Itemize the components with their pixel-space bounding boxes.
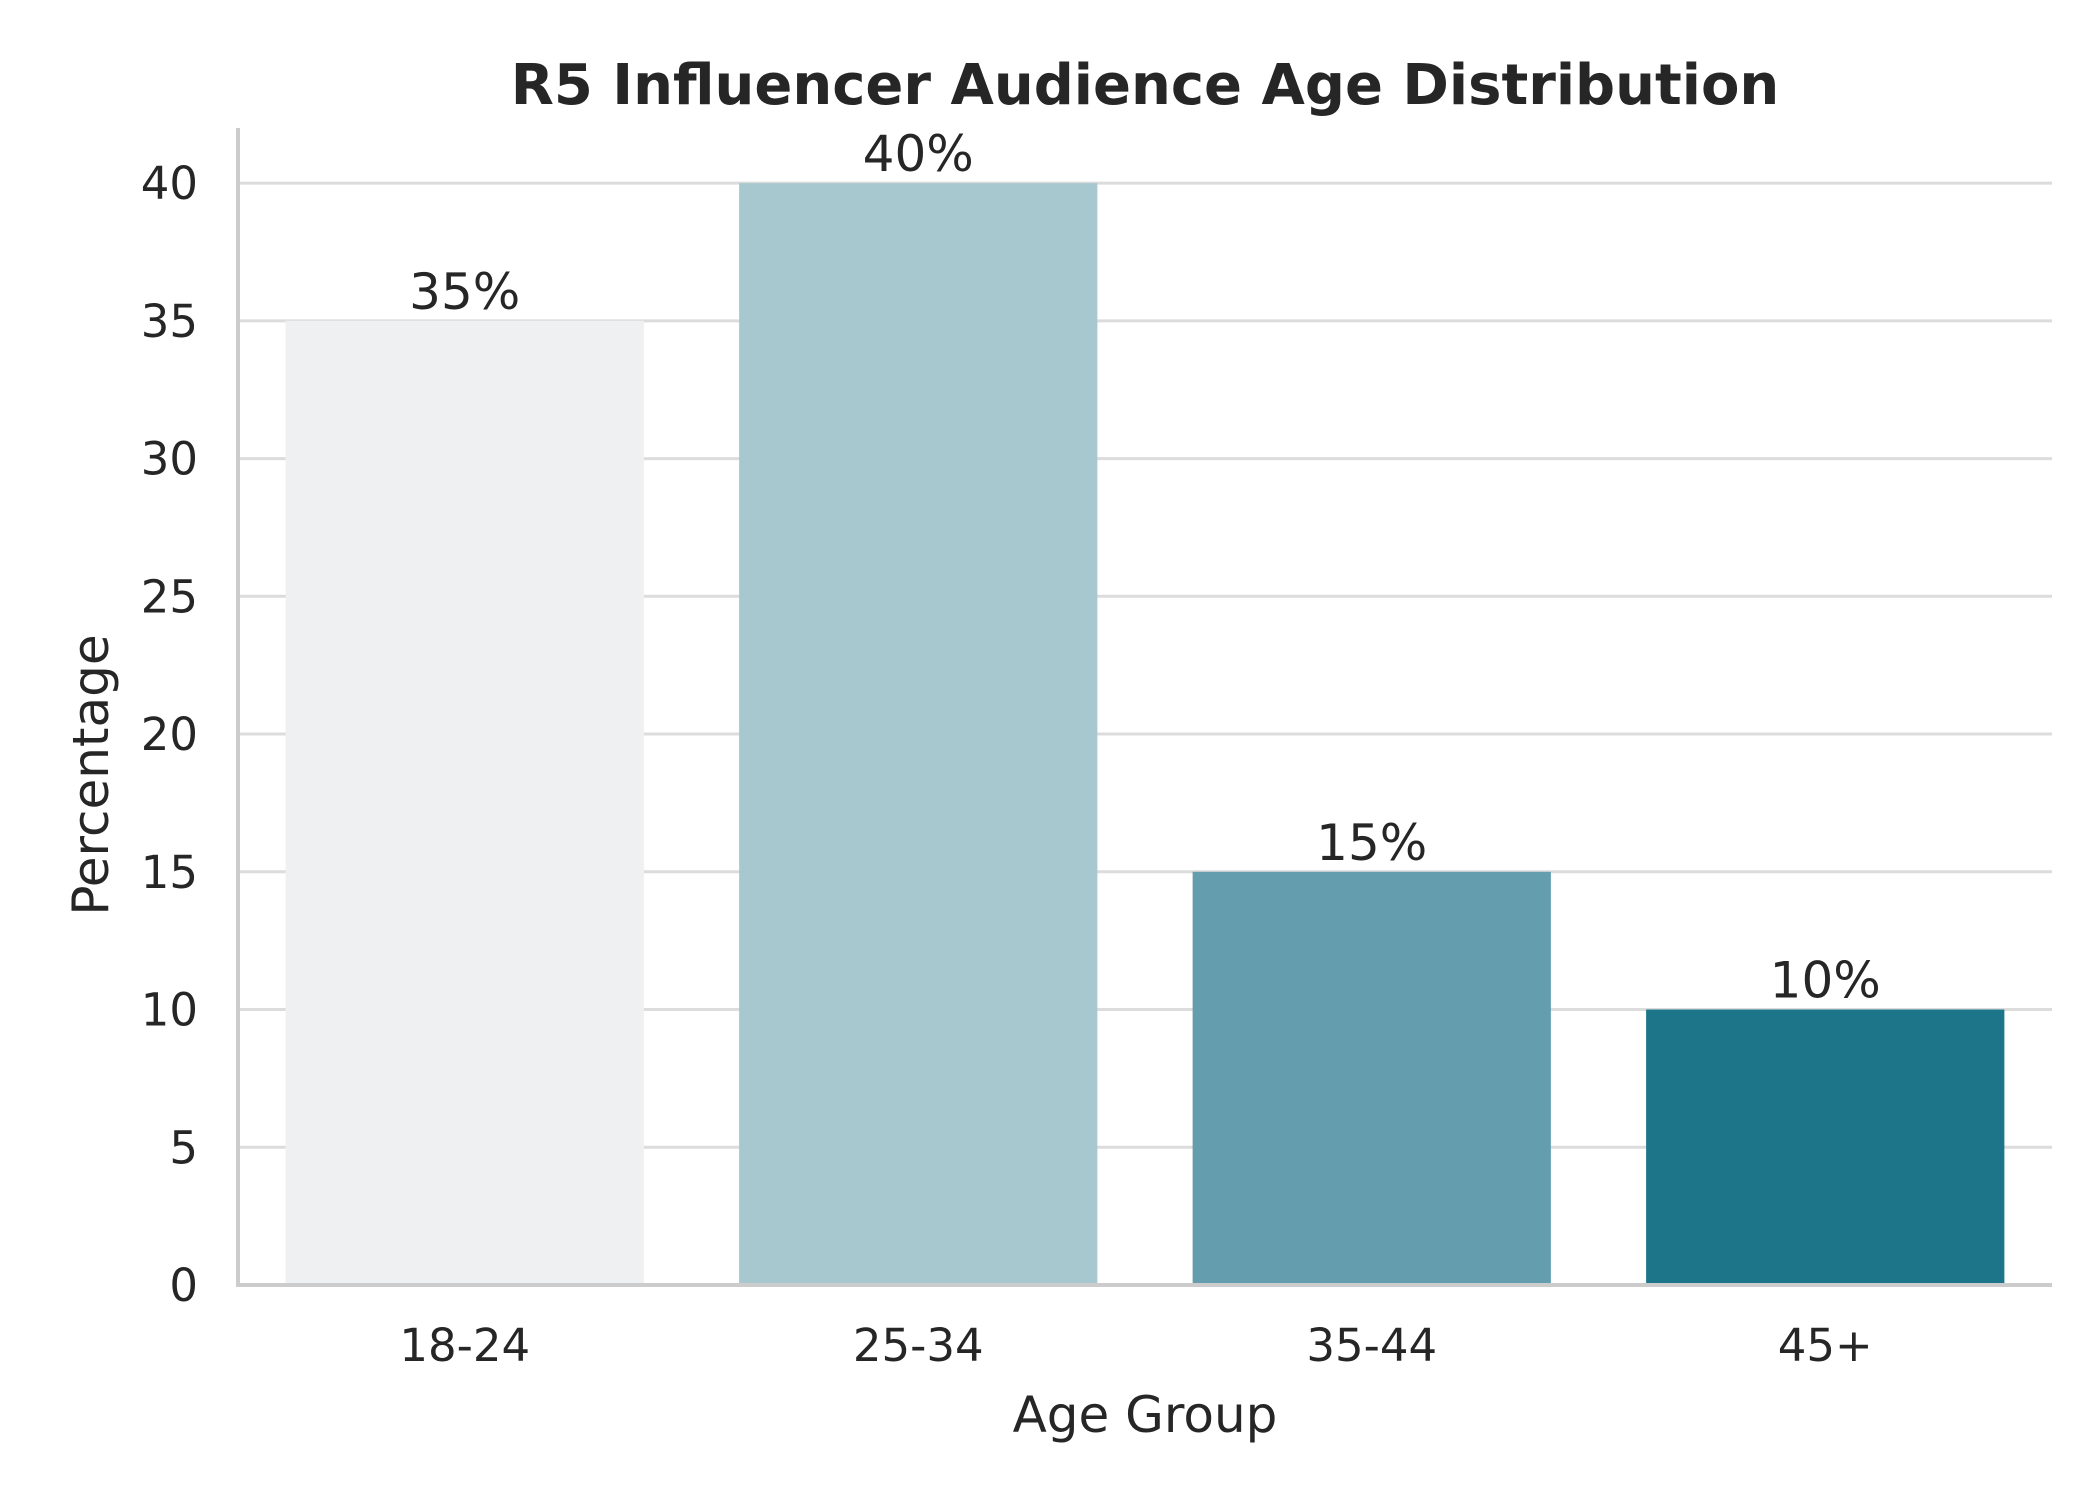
data-label: 35% <box>409 263 520 321</box>
data-label: 15% <box>1316 814 1427 872</box>
chart-title: R5 Influencer Audience Age Distribution <box>511 53 1780 118</box>
y-tick-label: 25 <box>141 570 198 623</box>
y-tick-label: 15 <box>141 846 198 899</box>
bar <box>1646 1009 2005 1285</box>
y-tick-label: 10 <box>141 984 198 1037</box>
y-tick-label: 40 <box>141 157 198 210</box>
x-tick-label: 35-44 <box>1306 1319 1437 1372</box>
y-tick-label: 30 <box>141 433 198 486</box>
y-tick-label: 35 <box>141 295 198 348</box>
tick-labels: 0 5 10 15 20 25 30 35 40 18-24 25-34 35-44 45+ <box>141 157 1873 1372</box>
y-tick-label: 5 <box>169 1121 198 1174</box>
x-tick-label: 45+ <box>1778 1319 1873 1372</box>
x-tick-label: 25-34 <box>853 1319 984 1372</box>
bar <box>285 320 644 1285</box>
y-tick-label: 0 <box>169 1259 198 1312</box>
data-labels: 35% 40% 15% 10% <box>409 125 1881 1009</box>
x-tick-label: 18-24 <box>399 1319 530 1372</box>
y-tick-label: 20 <box>141 708 198 761</box>
bar <box>739 183 1098 1286</box>
data-label: 40% <box>863 125 974 183</box>
axis-spines <box>236 128 2052 1287</box>
x-axis-label: Age Group <box>1013 1386 1278 1444</box>
bar <box>1192 871 1551 1285</box>
y-axis-label: Percentage <box>62 634 120 915</box>
data-label: 10% <box>1770 952 1881 1010</box>
bars <box>285 183 2005 1286</box>
